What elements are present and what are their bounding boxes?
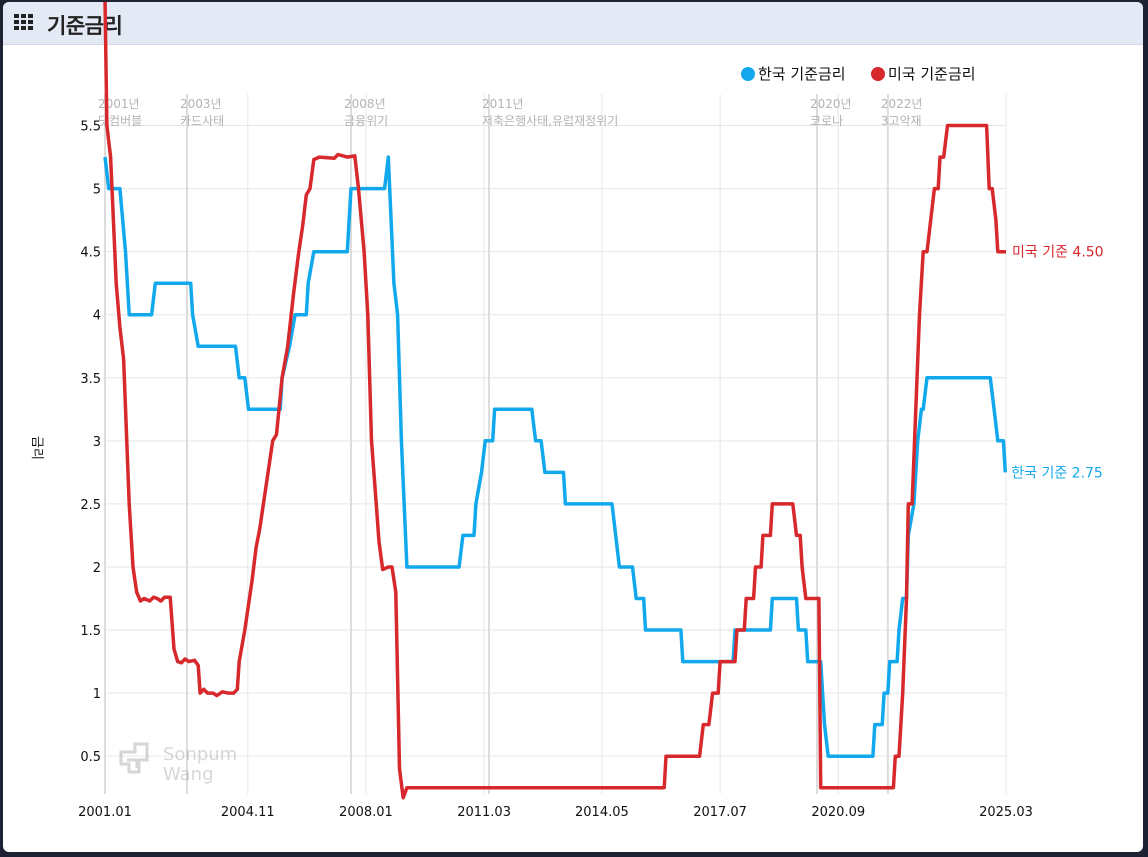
y-tick-label: 4.5 xyxy=(80,246,101,261)
legend: 한국 기준금리 미국 기준금리 xyxy=(741,65,976,83)
y-tick-label: 1.5 xyxy=(80,624,101,639)
y-tick-label: 5.5 xyxy=(80,120,101,135)
legend-item-us[interactable]: 미국 기준금리 xyxy=(871,65,976,83)
end-label-us: 미국 기준 4.50 xyxy=(1012,245,1104,261)
x-tick-label: 2008.01 xyxy=(339,805,393,820)
x-tick-label: 2025.03 xyxy=(979,805,1033,820)
y-axis-label: 금리 xyxy=(29,436,44,460)
end-label-korea: 한국 기준 2.75 xyxy=(1011,465,1103,481)
event-label: 카드사태 xyxy=(180,114,224,128)
legend-item-korea[interactable]: 한국 기준금리 xyxy=(741,65,846,83)
watermark: Sonpum Wang xyxy=(119,742,237,785)
event-label: 코로나 xyxy=(810,114,843,128)
event-label: 저축은행사태,유럽재정위기 xyxy=(482,113,618,128)
x-tick-label: 2004.11 xyxy=(221,805,275,820)
y-tick-label: 2.5 xyxy=(80,498,101,513)
legend-swatch-korea xyxy=(741,67,755,81)
y-tick-label: 4 xyxy=(93,309,101,324)
grid-icon xyxy=(14,14,34,32)
chart-gridlines xyxy=(104,94,1007,794)
event-label: 닷컴버블 xyxy=(98,114,142,128)
y-tick-label: 3 xyxy=(93,435,101,450)
series-line-korea xyxy=(103,155,1008,758)
event-year: 2020년 xyxy=(810,97,852,111)
x-tick-label: 2017.07 xyxy=(693,805,747,820)
watermark-logo-icon xyxy=(119,742,149,774)
event-year: 2008년 xyxy=(344,97,386,111)
x-tick-label: 2014.05 xyxy=(575,805,629,820)
legend-label-korea: 한국 기준금리 xyxy=(758,65,846,83)
legend-label-us: 미국 기준금리 xyxy=(888,65,976,83)
event-year: 2011년 xyxy=(482,97,524,111)
legend-swatch-us xyxy=(871,67,885,81)
event-label: 3고악재 xyxy=(881,114,922,128)
title-bar: 기준금리 xyxy=(3,2,1143,45)
y-tick-label: 5 xyxy=(93,183,101,198)
x-tick-label: 2001.01 xyxy=(78,805,132,820)
y-tick-label: 3.5 xyxy=(80,372,101,387)
x-axis-ticks: 2001.01 2004.11 2008.01 2011.03 2014.05 2017.… xyxy=(78,805,1033,820)
x-tick-label: 2020.09 xyxy=(811,805,865,820)
event-year: 2001년 xyxy=(98,97,140,111)
y-axis-ticks: 0.5 1 1.5 2 2.5 3 3.5 4 4.5 5 5.5 xyxy=(80,120,101,766)
watermark-line2: Wang xyxy=(163,764,214,785)
event-year: 2003년 xyxy=(180,97,222,111)
event-year: 2022년 xyxy=(881,97,923,111)
series-lines xyxy=(103,2,1008,800)
y-tick-label: 1 xyxy=(93,687,101,702)
watermark-line1: Sonpum xyxy=(163,744,237,765)
end-labels: 한국 기준 2.75 미국 기준 4.50 xyxy=(1011,245,1103,482)
y-tick-label: 0.5 xyxy=(80,750,101,765)
event-label: 금융위기 xyxy=(344,114,388,128)
y-tick-label: 2 xyxy=(93,561,101,576)
page-title: 기준금리 xyxy=(47,14,123,38)
series-line-us xyxy=(103,2,1006,800)
x-tick-label: 2011.03 xyxy=(457,805,511,820)
